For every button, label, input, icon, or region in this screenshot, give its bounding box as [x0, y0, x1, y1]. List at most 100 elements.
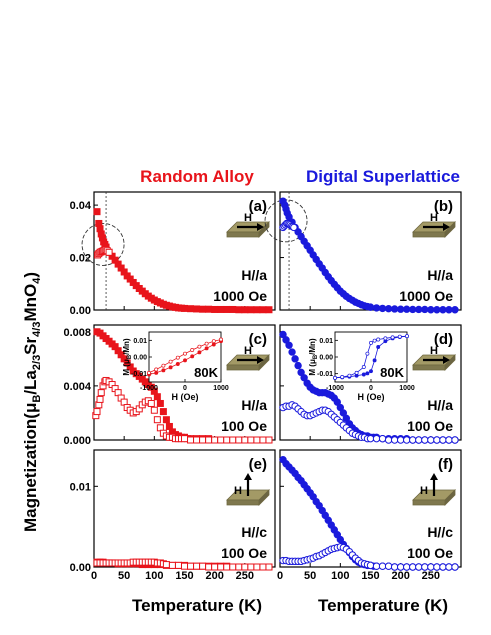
data-point	[378, 304, 387, 313]
data-point	[390, 305, 399, 313]
data-point	[396, 563, 405, 571]
data-point	[259, 563, 267, 571]
data-point	[445, 306, 453, 314]
data-point	[199, 562, 207, 570]
data-point	[97, 389, 105, 397]
data-point	[153, 393, 161, 401]
sample-side-face	[258, 354, 270, 371]
data-point	[297, 368, 305, 377]
data-point	[439, 563, 447, 571]
inset-data-point	[372, 338, 377, 343]
data-point	[439, 306, 447, 314]
data-point	[241, 306, 249, 314]
field-arrow-head-icon	[443, 223, 450, 231]
data-point	[265, 436, 273, 444]
field-strength-label: 100 Oe	[221, 545, 267, 561]
inset-data-point	[405, 334, 409, 339]
field-h-glyph: H	[430, 212, 438, 224]
field-strength-label: 1000 Oe	[399, 288, 453, 304]
inset-hysteresis: -1000 0 1000 -0.01 0.00 0.01 80K H (Oe) M (μB/Mn…	[308, 331, 415, 402]
inset-data-point	[211, 342, 216, 347]
data-point	[421, 563, 429, 571]
inset-data-point	[175, 362, 180, 366]
data-point	[339, 409, 348, 417]
y-tick-label: 0.00	[70, 305, 91, 317]
sample-with-field-icon: H	[226, 212, 270, 238]
field-arrow-head-icon	[443, 356, 450, 364]
panel-label: (c)	[249, 331, 267, 348]
field-h-glyph: H	[430, 345, 438, 357]
field-h-glyph: H	[234, 485, 242, 497]
data-point	[439, 436, 447, 444]
inset-data-point	[347, 373, 352, 378]
inset-data-point	[369, 369, 373, 374]
data-point	[211, 436, 219, 444]
field-strength-label: 100 Oe	[407, 418, 453, 434]
inset-x-axis-label: H (Oe)	[358, 392, 385, 402]
data-point	[181, 304, 188, 312]
field-direction-label: H//a	[427, 397, 453, 413]
x-tick-label: 250	[422, 570, 440, 582]
data-point	[247, 306, 255, 314]
data-point	[433, 306, 441, 314]
x-tick-label: 0	[277, 570, 283, 582]
data-point	[217, 436, 225, 444]
sample-with-field-icon: H	[412, 345, 456, 371]
inset-frame	[148, 331, 222, 383]
inset-data-point	[190, 348, 195, 352]
data-point	[241, 436, 249, 444]
x-axis-label-right: Temperature (K)	[318, 596, 448, 615]
inset-data-point	[190, 354, 195, 359]
field-h-glyph: H	[244, 212, 252, 224]
data-point	[217, 305, 225, 313]
inset-data-point	[340, 375, 345, 379]
panel-label: (e)	[249, 456, 267, 473]
inset-y-tick-label: 0.00	[133, 355, 147, 362]
data-point	[421, 305, 429, 314]
data-point	[372, 562, 381, 570]
data-point	[421, 436, 429, 444]
data-point	[211, 305, 219, 313]
data-point	[93, 408, 101, 416]
data-point	[159, 408, 167, 416]
inset-x-tick-label: 1000	[213, 385, 229, 392]
inset-data-point	[354, 370, 359, 375]
data-point	[193, 305, 201, 313]
data-point	[235, 306, 243, 314]
inset-data-point	[168, 359, 173, 364]
data-point	[229, 305, 237, 313]
inset-y-axis-label: M (μB/Mn)	[308, 338, 319, 376]
field-strength-label: 1000 Oe	[213, 288, 267, 304]
column-title-digital-superlattice: Digital Superlattice	[306, 167, 460, 186]
data-point	[193, 436, 201, 444]
x-tick-label: 200	[391, 570, 409, 582]
y-tick-label: 0.000	[63, 435, 91, 447]
inset-x-tick-label: 0	[369, 385, 373, 392]
field-arrow-head-icon	[257, 223, 264, 231]
inset-data-point	[161, 363, 166, 368]
x-tick-label: 150	[361, 570, 379, 582]
sample-front-face	[412, 364, 446, 371]
data-point	[445, 436, 453, 444]
data-point	[162, 561, 170, 569]
highlight-circle	[81, 222, 125, 266]
data-point	[451, 436, 459, 444]
data-point	[378, 434, 387, 443]
field-direction-label: H//c	[241, 524, 267, 540]
panel-f: 0 50 100 150 200 250 (f) H//c 100 Oe H	[277, 449, 462, 582]
field-direction-label: H//c	[427, 524, 453, 540]
x-tick-label: 50	[118, 570, 130, 582]
inset-data-point	[397, 334, 402, 339]
data-point	[187, 562, 195, 570]
data-point	[372, 304, 381, 312]
y-tick-label: 0.01	[70, 481, 91, 493]
inset-data-point	[372, 358, 377, 363]
field-arrow-head-icon	[430, 473, 438, 480]
x-tick-label: 150	[175, 570, 193, 582]
panel-e: 0 50 100 150 200 250 0.00 0.01 (e) H//c 100 Oe H	[70, 449, 276, 582]
data-point	[259, 306, 267, 314]
inset-y-tick-label: 0.01	[133, 338, 147, 345]
data-point	[409, 305, 417, 314]
